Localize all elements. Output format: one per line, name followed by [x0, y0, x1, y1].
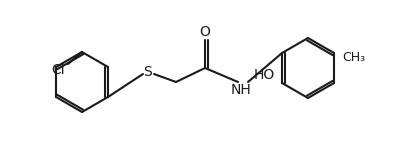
Text: S: S: [144, 65, 152, 79]
Text: O: O: [199, 25, 211, 39]
Text: NH: NH: [230, 83, 252, 97]
Text: CH₃: CH₃: [342, 52, 365, 64]
Text: HO: HO: [254, 68, 275, 82]
Text: Cl: Cl: [51, 63, 65, 77]
